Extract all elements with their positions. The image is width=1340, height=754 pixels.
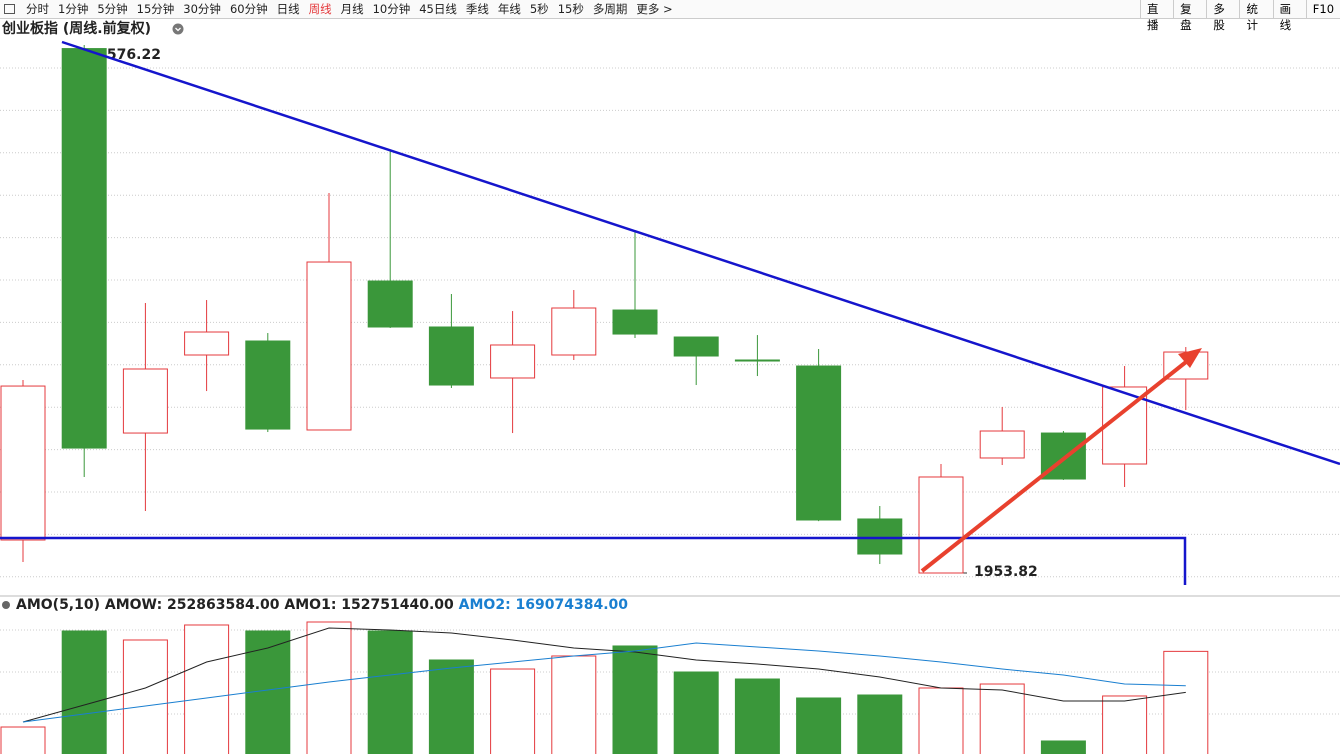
toolbar: 分时 1分钟 5分钟 15分钟 30分钟 60分钟 日线 周线 月线 10分钟 45日线 季线 年线 5秒… — [0, 0, 1340, 32]
toolbar-tab[interactable]: 画线 — [1272, 0, 1306, 32]
title-menu[interactable] — [172, 23, 184, 35]
volume-bar — [306, 621, 352, 754]
candle-body — [551, 307, 597, 356]
toolbar-tab[interactable]: 分时 — [26, 2, 49, 16]
toolbar-tab[interactable]: 更多 > — [636, 2, 673, 16]
legend-dot — [2, 601, 10, 609]
volume-bar — [1040, 740, 1086, 754]
toolbar-tab[interactable]: 周线 — [308, 2, 332, 16]
volume — [0, 621, 1209, 754]
title-menu-arrow — [175, 27, 181, 32]
trend-line — [61, 40, 1340, 466]
volume-bar — [734, 678, 780, 754]
low-label: 1953.82 — [974, 564, 1038, 580]
candle-body — [245, 340, 291, 430]
candle-body — [184, 331, 230, 356]
indicator-name: AMO(5,10) — [16, 597, 105, 613]
period-tabs: 分时 1分钟 5分钟 15分钟 30分钟 60分钟 日线 周线 月线 10分钟 45日线 季线 年线 5秒… — [26, 1, 682, 17]
chart: 创业板指 (周线.前复权) 2576.22 1953.82 AMO(5,10) A… — [0, 20, 1340, 754]
ma-line — [22, 642, 1186, 723]
volume-bar — [979, 683, 1025, 754]
toolbar-tab[interactable]: F10 — [1305, 0, 1340, 18]
toolbar-tab[interactable]: 直播 — [1140, 0, 1173, 32]
volume-bar — [673, 671, 719, 754]
candle-body — [918, 476, 964, 574]
chart-title: 创业板指 (周线.前复权) — [1, 20, 151, 37]
arrow-head — [1178, 348, 1202, 368]
candle-body — [306, 261, 352, 431]
candle-body — [979, 430, 1025, 459]
candle-body — [122, 368, 168, 434]
toolbar-tab[interactable]: 多周期 — [592, 2, 628, 16]
candle-body — [857, 518, 903, 555]
toolbar-tab[interactable]: 多股 — [1206, 0, 1239, 32]
toggle-icon[interactable] — [4, 4, 15, 14]
volume-bar — [1102, 695, 1148, 754]
volume-bar — [1163, 650, 1209, 754]
legend-value: 252863584.00 — [167, 597, 284, 613]
high-label: 2576.22 — [97, 47, 161, 63]
volume-bar — [184, 624, 230, 754]
volume-bar — [857, 694, 903, 754]
toolbar-tab[interactable]: 15秒 — [557, 2, 584, 16]
indicator-legend: AMO(5,10) AMOW: 252863584.00 AMO1: 15275… — [16, 597, 628, 613]
toolbar-tab[interactable]: 复盘 — [1173, 0, 1206, 32]
toolbar-tab[interactable]: 月线 — [340, 2, 364, 16]
candle-body — [796, 365, 842, 521]
volume-bar — [490, 668, 536, 754]
toolbar-tab[interactable]: 日线 — [276, 2, 300, 16]
candle-body — [0, 385, 46, 541]
legend-value: 152751440.00 — [341, 597, 458, 613]
volume-bar — [551, 655, 597, 754]
candle-body — [490, 344, 536, 379]
legend-name: AMO2: — [459, 597, 516, 613]
volume-bar — [428, 659, 474, 754]
toolbar-tab[interactable]: 统计 — [1239, 0, 1272, 32]
toolbar-tab[interactable]: 10分钟 — [372, 2, 411, 16]
volume-bar — [0, 726, 46, 754]
toolbar-tab[interactable]: 季线 — [465, 2, 489, 16]
volume-bar — [367, 630, 413, 754]
toolbar-tab[interactable]: 年线 — [497, 2, 521, 16]
candle-body — [734, 359, 780, 362]
toolbar-tab[interactable]: 45日线 — [419, 2, 457, 16]
arrow-shaft — [920, 360, 1188, 573]
toolbar-tab[interactable]: 30分钟 — [183, 2, 221, 16]
legend-value: 169074384.00 — [516, 597, 629, 613]
candle-body — [428, 326, 474, 386]
candle-body — [673, 336, 719, 357]
candle-body — [61, 48, 107, 449]
volume-bar — [796, 697, 842, 754]
toolbar-tab[interactable]: 5秒 — [529, 2, 549, 16]
legend-name: AMOW: — [105, 597, 167, 613]
support-line — [0, 536, 1187, 585]
volume-bar — [612, 645, 658, 754]
volume-bar — [122, 639, 168, 754]
toolbar-tab[interactable]: 1分钟 — [58, 2, 89, 16]
volume-bar — [918, 687, 964, 754]
candle-body — [612, 309, 658, 335]
tool-buttons: 直播 复盘 多股 统计 画线 F10 — [1140, 0, 1340, 32]
candles: 2576.22 1953.82 — [0, 45, 1209, 580]
ma-line — [22, 627, 1186, 723]
toolbar-tab[interactable]: 15分钟 — [136, 2, 175, 16]
volume-bar — [61, 630, 107, 754]
toolbar-tab[interactable]: 5分钟 — [97, 2, 128, 16]
legend-name: AMO1: — [284, 597, 341, 613]
candle-body — [367, 280, 413, 328]
toolbar-tab[interactable]: 60分钟 — [229, 2, 268, 16]
